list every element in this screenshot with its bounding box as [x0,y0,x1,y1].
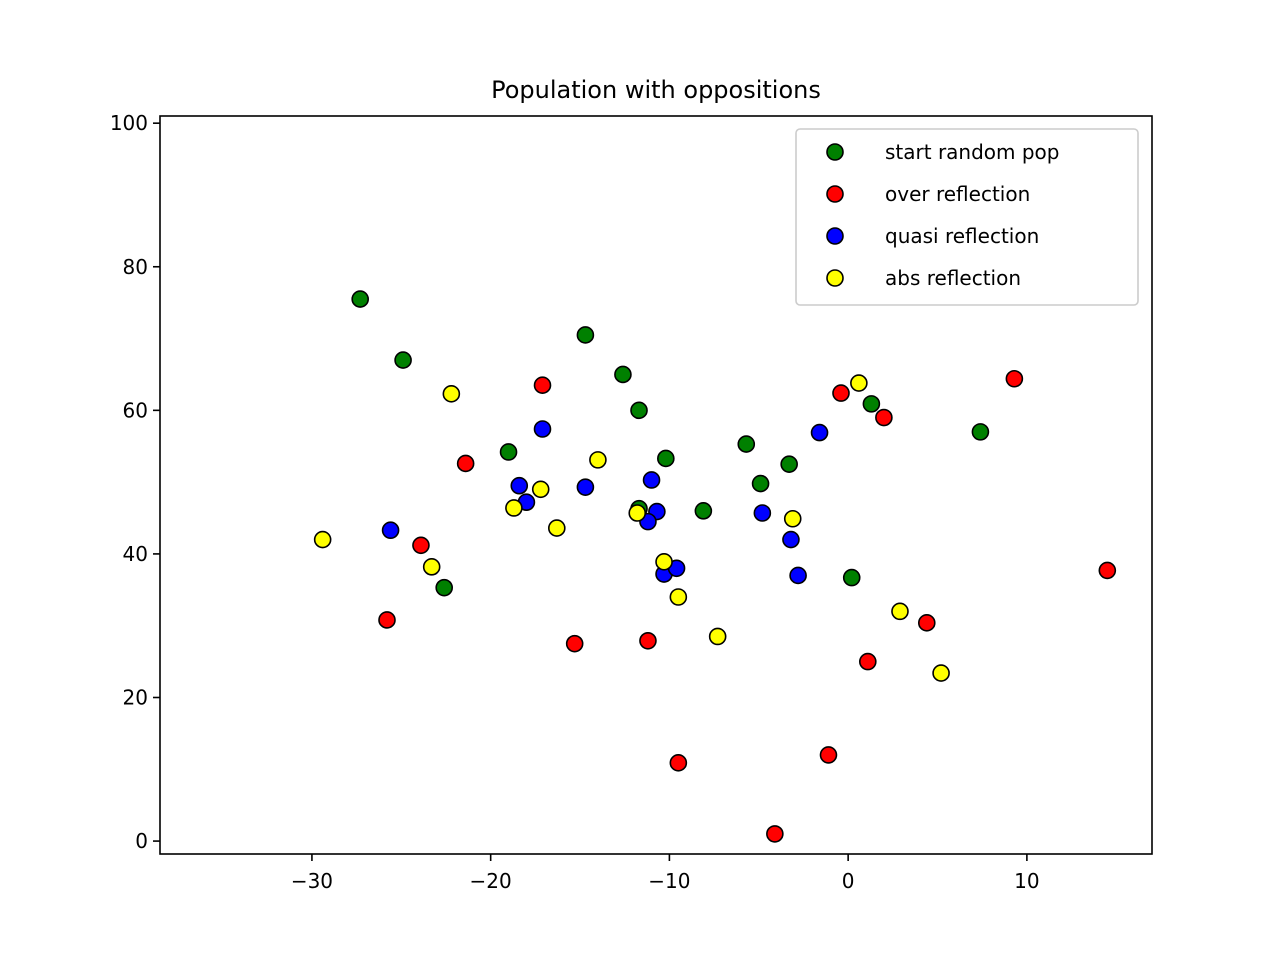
x-tick-label: −10 [648,869,690,893]
point-over-reflection [639,631,657,650]
point-over-reflection [766,825,784,843]
point-over-reflection [378,611,396,629]
legend-marker [826,143,844,161]
y-tick-label: 0 [135,829,148,853]
point-over-reflection [917,614,936,632]
point-start-random-pop [862,395,881,413]
point-start-random-pop [576,326,595,344]
legend-label: abs reflection [885,266,1021,290]
point-quasi-reflection [642,471,661,489]
point-quasi-reflection [753,504,772,522]
point-start-random-pop [499,443,518,461]
point-start-random-pop [614,365,632,384]
point-abs-reflection [669,588,688,606]
point-over-reflection [1005,369,1024,388]
point-abs-reflection [505,499,523,517]
point-quasi-reflection [381,521,400,540]
point-abs-reflection [655,553,673,571]
point-quasi-reflection [510,476,529,495]
point-start-random-pop [780,455,798,473]
point-over-reflection [819,746,838,764]
legend-label: start random pop [885,140,1060,164]
point-quasi-reflection [789,566,807,585]
point-quasi-reflection [533,420,552,438]
point-abs-reflection [442,385,461,403]
legend-label: quasi reflection [885,224,1039,248]
chart-title: Population with oppositions [491,76,821,104]
plot-frame [159,115,1153,855]
point-abs-reflection [628,504,647,522]
point-over-reflection [412,536,430,555]
legend-marker [826,227,844,245]
legend: start random pop over reflection quasi ref… [795,128,1139,306]
point-abs-reflection [932,664,950,682]
point-abs-reflection [783,509,802,528]
y-tick-label: 60 [123,398,148,422]
x-tick-label: 10 [1014,869,1039,893]
point-start-random-pop [737,435,756,453]
point-start-random-pop [394,351,412,369]
x-tick-label: 0 [842,869,855,893]
point-start-random-pop [630,401,648,420]
point-start-random-pop [751,474,770,493]
point-start-random-pop [971,423,990,441]
data-points [313,290,1117,843]
y-tick-label: 80 [123,255,148,279]
point-abs-reflection [589,451,607,469]
x-tick-label: −20 [470,869,512,893]
point-start-random-pop [842,568,861,587]
point-quasi-reflection [810,423,829,442]
legend-marker [826,269,844,287]
point-over-reflection [669,754,688,772]
point-quasi-reflection [576,478,595,496]
point-over-reflection [859,652,877,671]
y-tick-label: 20 [123,685,148,709]
y-tick-label: 100 [110,111,148,135]
point-abs-reflection [313,530,332,549]
point-abs-reflection [850,374,868,392]
point-start-random-pop [351,290,369,308]
y-tick-label: 40 [123,542,148,566]
point-over-reflection [456,454,475,473]
point-start-random-pop [657,449,675,468]
point-over-reflection [875,408,893,427]
point-start-random-pop [435,578,453,597]
point-over-reflection [565,634,584,653]
point-abs-reflection [531,480,550,499]
point-abs-reflection [891,602,909,621]
legend-marker [826,185,844,203]
point-over-reflection [533,376,552,395]
x-tick-label: −30 [291,869,333,893]
point-start-random-pop [694,502,713,520]
point-abs-reflection [547,519,566,537]
point-over-reflection [832,384,850,402]
point-abs-reflection [708,627,727,646]
legend-box [795,128,1139,306]
point-abs-reflection [422,558,441,576]
point-over-reflection [1098,561,1117,580]
legend-label: over reflection [885,182,1030,206]
point-quasi-reflection [782,530,800,549]
